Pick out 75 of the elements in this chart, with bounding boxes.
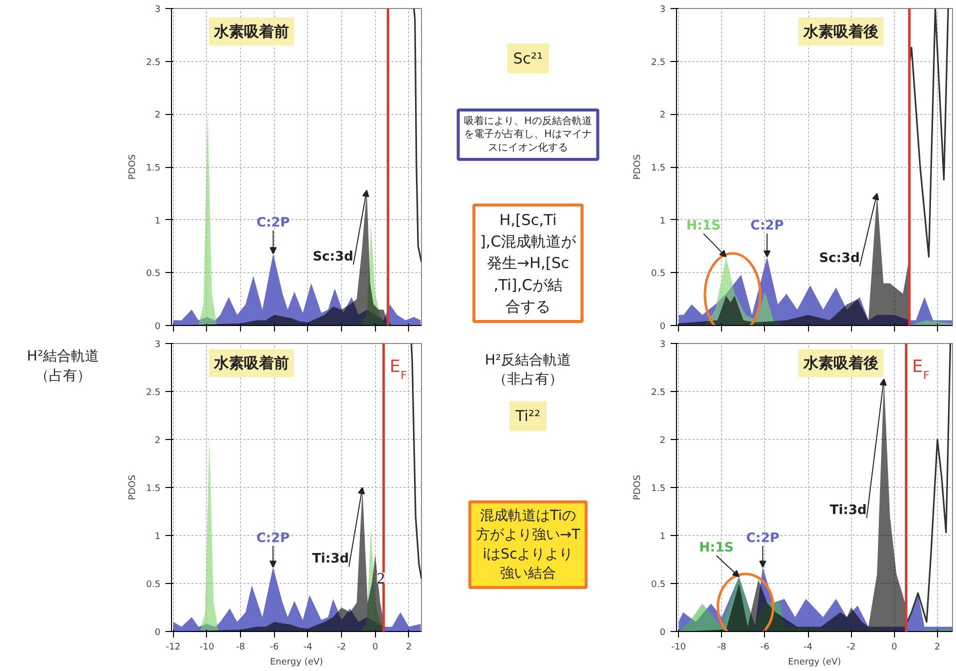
x-tick-label: -6 [760,642,770,652]
series-label: Ti:3d [312,552,349,567]
y-axis-title: PDOS [633,154,644,180]
x-tick-label: -8 [717,642,727,652]
text: H²結合軌道（占有） [26,348,100,384]
annotation: 水素吸着前 [213,22,289,40]
text: 混成軌道はTiの方がより強い→TiはScよりより強い結合 [476,508,581,582]
annotation: 2 [376,570,385,588]
x-tick-label: 2 [934,642,940,652]
x-tick-label: -12 [166,642,181,652]
x-tick-label: -10 [200,642,214,652]
y-tick-label: 2 [660,110,666,121]
y-tick-label: 2.5 [651,388,666,398]
text: Ti²² [514,407,540,426]
y-tick-label: 3 [660,5,666,15]
x-tick-label: -4 [804,642,813,652]
annotation: 水素吸着後 [802,354,878,372]
x-tick-label: -10 [671,642,686,652]
series-label: Sc:3d [312,250,354,265]
annotation: 水素吸着前 [213,354,289,372]
annotation: 水素吸着後 [802,22,878,40]
x-tick-label: 2 [406,642,412,652]
series-label: Sc:3d [819,251,860,266]
text: H²反結合軌道（非占有） [484,352,572,388]
y-tick-label: 1 [660,216,666,226]
y-axis-title: PDOS [633,474,644,500]
x-tick-label: 0 [891,642,898,652]
series-label: H:1S [699,540,734,556]
y-tick-label: 2.5 [651,58,666,68]
text: C:2P [750,218,784,234]
y-tick-label: 1 [154,532,161,542]
y-tick-label: 1 [154,216,161,226]
y-tick-label: 2 [660,436,666,446]
y-tick-label: 1.5 [146,484,161,494]
x-tick-label: 0 [372,642,378,652]
line-series [413,8,422,263]
x-tick-label: -6 [270,642,279,652]
x-tick-label: -4 [303,642,313,652]
line-series [410,344,422,580]
x-tick-label: -2 [846,642,856,652]
y-tick-label: 0 [660,628,666,638]
text: C:2P [256,215,290,230]
y-axis-title: PDOS [128,154,138,180]
y-tick-label: 1.5 [651,484,666,494]
y-tick-label: 2 [154,110,161,121]
text: H,[Sc,Ti],C混成軌道が発生→H,[Sc,Ti],Cが結合する [480,211,578,316]
line-series [909,8,949,258]
y-tick-label: 0.5 [146,580,161,590]
y-tick-label: 0.5 [651,580,666,590]
series-label: H:1S [686,218,721,234]
y-tick-label: 0 [154,628,161,638]
x-axis-title: Energy (eV) [788,658,842,668]
y-tick-label: 3 [660,340,666,350]
y-tick-label: 2 [154,436,161,446]
y-tick-label: 2.5 [146,388,161,398]
y-tick-label: 0 [660,322,666,332]
y-tick-label: 0.5 [651,269,666,280]
text: C:2P [746,531,780,546]
y-tick-label: 0 [154,322,161,332]
series-label: Ti:3d [830,502,867,518]
y-tick-label: 1.5 [651,164,666,174]
x-tick-label: -2 [337,642,346,652]
text: Sc²¹ [513,49,543,68]
x-axis-title: Energy (eV) [270,658,324,668]
y-tick-label: 1 [660,532,666,542]
y-tick-label: 1.5 [146,164,161,174]
y-tick-label: 2.5 [146,58,161,68]
text: 吸着により、Hの反結合軌道を電子が占有し、Hはマイナスにイオン化する [464,114,592,154]
y-tick-label: 3 [154,340,161,350]
text: C:2P [256,531,290,546]
y-axis-title: PDOS [128,474,138,500]
y-tick-label: 0.5 [146,269,161,280]
x-tick-label: -8 [236,642,246,652]
line-series [906,344,952,623]
y-tick-label: 3 [154,5,161,15]
